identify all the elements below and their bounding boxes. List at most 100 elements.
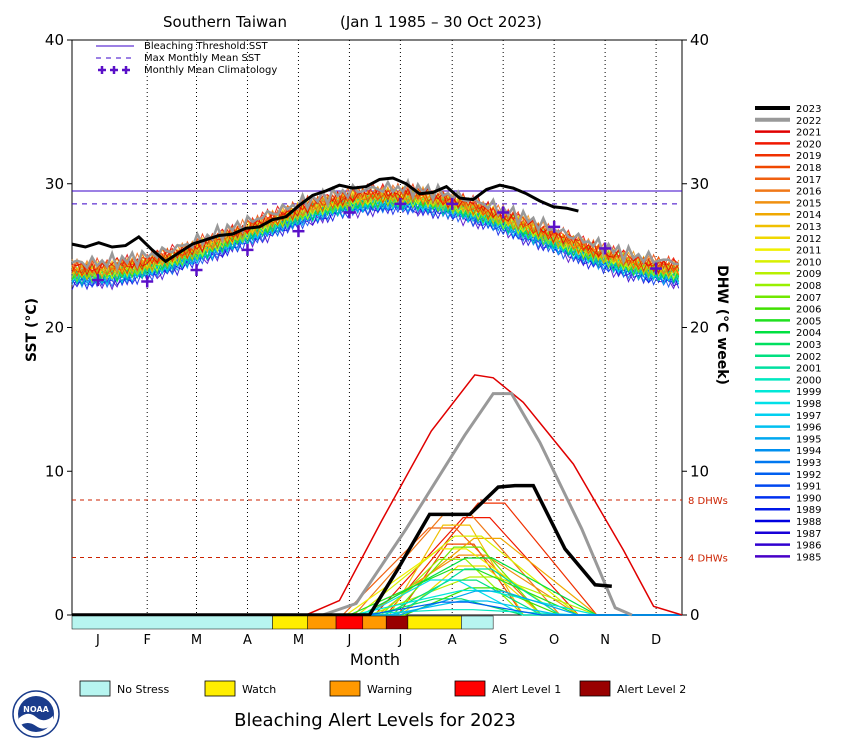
year-legend-label-2022: 2022 [796, 116, 821, 127]
year-legend-label-2010: 2010 [796, 257, 821, 268]
y-tick-label-left: 10 [45, 462, 64, 480]
legend-threshold-label: Bleaching Threshold SST [144, 41, 269, 52]
y-tick-label-left: 20 [45, 319, 64, 337]
y-tick-label-right: 10 [690, 462, 709, 480]
year-legend-label-2021: 2021 [796, 128, 821, 139]
alert-bar-segment-watch [272, 615, 308, 630]
x-tick-label: F [143, 633, 150, 648]
year-legend-label-2018: 2018 [796, 163, 821, 174]
x-tick-label: J [397, 633, 402, 648]
climatology-marker [394, 197, 407, 210]
alert-legend-label-alert2: Alert Level 2 [617, 683, 686, 696]
y-axis-label-left: SST (°C) [24, 298, 40, 362]
year-legend-label-2023: 2023 [796, 104, 821, 115]
climatology-marker [190, 264, 203, 276]
year-legend-label-2019: 2019 [796, 151, 821, 162]
chart-title-left: Southern Taiwan [163, 13, 287, 31]
alert-legend-swatch-alert1 [454, 680, 486, 697]
alert-bar-segment-alert2 [385, 615, 409, 630]
alert-legend-label-alert1: Alert Level 1 [492, 683, 561, 696]
x-tick-label: N [600, 633, 610, 648]
year-legend-label-1995: 1995 [796, 434, 821, 445]
sst-line-2019 [71, 182, 680, 275]
year-legend-label-2006: 2006 [796, 305, 821, 316]
noaa-logo-text: NOAA [23, 705, 49, 714]
year-legend-label-1998: 1998 [796, 399, 821, 410]
alert-legend-label-warning: Warning [367, 683, 412, 696]
legend-top: Bleaching Threshold SST Max Monthly Mean… [96, 41, 277, 76]
legend-maxmean-label: Max Monthly Mean SST [144, 53, 261, 64]
y-tick-label-right: 40 [690, 31, 709, 49]
legend-climatology-label: Monthly Mean Climatology [144, 65, 277, 76]
alert-legend-swatch-alert2 [579, 680, 611, 697]
alert-legend-label-no_stress: No Stress [117, 683, 170, 696]
climatology-marker [446, 197, 459, 210]
year-legend-label-2000: 2000 [796, 375, 821, 386]
y-tick-label-right: 30 [690, 175, 709, 193]
year-legend-label-1999: 1999 [796, 387, 821, 398]
year-legend-label-1989: 1989 [796, 505, 821, 516]
x-tick-label: J [347, 633, 352, 648]
legend-climatology-swatch [98, 66, 130, 74]
year-legend-label-2005: 2005 [796, 316, 821, 327]
year-legend-label-1988: 1988 [796, 517, 821, 528]
year-legend-label-1986: 1986 [796, 541, 821, 552]
alert-legend-swatch-warning [329, 680, 361, 697]
alert-bar-segment-no_stress [461, 615, 494, 630]
alert-bar-segment-watch [407, 615, 462, 630]
sst-line-1985 [71, 196, 680, 291]
dhw-line-2019 [72, 502, 682, 616]
y-tick-label-left: 30 [45, 175, 64, 193]
climatology-marker [292, 225, 305, 238]
year-legend-label-1993: 1993 [796, 458, 821, 469]
year-legend-label-2009: 2009 [796, 269, 821, 280]
alert-legend-swatch-no_stress [79, 680, 111, 697]
year-legend-label-2004: 2004 [796, 328, 821, 339]
year-legend-label-2017: 2017 [796, 175, 821, 186]
dhw-line-2022 [72, 392, 633, 617]
x-tick-label: O [549, 633, 559, 648]
year-legend-label-1994: 1994 [796, 446, 821, 457]
y-tick-label-right: 0 [690, 606, 700, 624]
year-legend-label-2020: 2020 [796, 139, 821, 150]
x-tick-label: D [651, 633, 661, 648]
y-axis-label-right: DHW (°C week) [714, 265, 730, 385]
year-legend-label-2003: 2003 [796, 340, 821, 351]
year-legend-label-2001: 2001 [796, 364, 821, 375]
x-tick-label: M [191, 633, 202, 648]
climatology-marker [599, 242, 612, 255]
x-tick-label: A [448, 633, 457, 648]
year-legend-label-1991: 1991 [796, 482, 821, 493]
year-legend-label-1992: 1992 [796, 470, 821, 481]
year-legend-label-2002: 2002 [796, 352, 821, 363]
dhw-line-2023 [72, 483, 612, 617]
climatology-marker [548, 220, 561, 233]
x-tick-label: S [499, 633, 507, 648]
dhw-guide-label: 4 DHWs [688, 554, 728, 565]
alert-bar-segment-alert1 [335, 615, 364, 630]
year-legend-label-2008: 2008 [796, 281, 821, 292]
dhw-line-2021 [72, 374, 683, 616]
year-legend-label-2014: 2014 [796, 210, 821, 221]
y-tick-label-left: 40 [45, 31, 64, 49]
alert-bar-segment-warning [362, 615, 387, 630]
year-legend-label-2012: 2012 [796, 234, 821, 245]
year-legend: 2023202220212020201920182017201620152014… [755, 104, 821, 563]
climatology-marker [343, 206, 356, 219]
sst-line-2023 [71, 176, 579, 264]
alert-legend-swatch-watch [204, 680, 236, 697]
year-legend-label-2013: 2013 [796, 222, 821, 233]
climatology-marker [141, 275, 154, 288]
sst-line-2022 [71, 177, 679, 272]
year-legend-label-2007: 2007 [796, 293, 821, 304]
footer-title: Bleaching Alert Levels for 2023 [234, 710, 516, 731]
x-axis-label: Month [350, 650, 400, 669]
alert-legend: No Stress Watch Warning Alert Level 1 Alert … [79, 680, 686, 697]
year-legend-label-1987: 1987 [796, 529, 821, 540]
year-legend-label-1997: 1997 [796, 411, 821, 422]
climatology-marker [497, 206, 510, 219]
alert-bar-segment-no_stress [71, 615, 273, 630]
y-tick-label-right: 20 [690, 319, 709, 337]
x-tick-label: J [95, 633, 100, 648]
year-legend-label-2011: 2011 [796, 246, 821, 257]
